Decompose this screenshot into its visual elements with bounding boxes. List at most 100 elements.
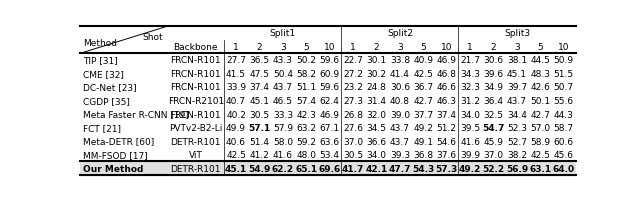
Text: FCT [21]: FCT [21] [83, 123, 121, 132]
Text: 51.4: 51.4 [250, 137, 269, 146]
Text: 33.3: 33.3 [273, 110, 293, 119]
Text: 10: 10 [324, 43, 335, 52]
Text: 41.6: 41.6 [273, 150, 293, 159]
Text: 27.7: 27.7 [226, 56, 246, 65]
Text: 38.1: 38.1 [507, 56, 527, 65]
Text: 50.2: 50.2 [296, 56, 316, 65]
Text: 34.5: 34.5 [367, 123, 387, 132]
Text: 36.8: 36.8 [413, 150, 433, 159]
Text: 31.4: 31.4 [367, 97, 387, 105]
Text: 3: 3 [280, 43, 285, 52]
Text: 45.6: 45.6 [554, 150, 574, 159]
Text: 32.5: 32.5 [484, 110, 504, 119]
Text: 60.9: 60.9 [319, 70, 340, 79]
Text: 34.9: 34.9 [484, 83, 504, 92]
Text: 5: 5 [420, 43, 426, 52]
Text: 39.5: 39.5 [460, 123, 480, 132]
Bar [81, 161, 575, 175]
Text: 42.5: 42.5 [226, 150, 246, 159]
Text: 30.6: 30.6 [390, 83, 410, 92]
Text: 51.1: 51.1 [296, 83, 316, 92]
Text: 48.3: 48.3 [531, 70, 550, 79]
Text: 30.5: 30.5 [343, 150, 363, 159]
Text: 56.9: 56.9 [506, 164, 528, 173]
Text: 10: 10 [558, 43, 570, 52]
Text: 45.1: 45.1 [225, 164, 247, 173]
Text: 43.7: 43.7 [390, 123, 410, 132]
Text: 69.6: 69.6 [319, 164, 341, 173]
Text: 37.0: 37.0 [483, 150, 504, 159]
Text: 54.7: 54.7 [483, 123, 505, 132]
Text: 36.6: 36.6 [367, 137, 387, 146]
Text: DC-Net [23]: DC-Net [23] [83, 83, 136, 92]
Text: 41.7: 41.7 [342, 164, 364, 173]
Text: 21.7: 21.7 [460, 56, 480, 65]
Text: 63.6: 63.6 [319, 137, 340, 146]
Text: 32.3: 32.3 [460, 83, 480, 92]
Text: 63.2: 63.2 [296, 123, 316, 132]
Text: 41.2: 41.2 [250, 150, 269, 159]
Text: 42.1: 42.1 [365, 164, 388, 173]
Text: Shot: Shot [143, 33, 163, 42]
Text: MM-FSOD [17]: MM-FSOD [17] [83, 150, 148, 159]
Text: 41.5: 41.5 [226, 70, 246, 79]
Text: 39.3: 39.3 [390, 150, 410, 159]
Text: 46.3: 46.3 [436, 97, 457, 105]
Text: 54.9: 54.9 [248, 164, 271, 173]
Text: 49.2: 49.2 [413, 123, 433, 132]
Text: 32.0: 32.0 [367, 110, 387, 119]
Text: 57.4: 57.4 [296, 97, 316, 105]
Text: 62.4: 62.4 [320, 97, 340, 105]
Text: 34.3: 34.3 [460, 70, 480, 79]
Text: 45.1: 45.1 [250, 97, 269, 105]
Text: 46.5: 46.5 [273, 97, 293, 105]
Text: FRCN-R101: FRCN-R101 [170, 110, 221, 119]
Text: 40.8: 40.8 [390, 97, 410, 105]
Text: 46.8: 46.8 [436, 70, 457, 79]
Text: 44.5: 44.5 [531, 56, 550, 65]
Text: 60.6: 60.6 [554, 137, 574, 146]
Text: 63.1: 63.1 [529, 164, 552, 173]
Text: 55.6: 55.6 [554, 97, 574, 105]
Text: 31.2: 31.2 [460, 97, 480, 105]
Text: 50.9: 50.9 [554, 56, 574, 65]
Text: 40.9: 40.9 [413, 56, 433, 65]
Text: 54.3: 54.3 [412, 164, 435, 173]
Text: Split1: Split1 [270, 29, 296, 38]
Text: 42.6: 42.6 [531, 83, 550, 92]
Text: Split2: Split2 [387, 29, 413, 38]
Text: Meta-DETR [60]: Meta-DETR [60] [83, 137, 154, 146]
Text: 10: 10 [441, 43, 452, 52]
Text: 34.0: 34.0 [367, 150, 387, 159]
Text: 40.7: 40.7 [226, 97, 246, 105]
Text: 42.7: 42.7 [413, 97, 433, 105]
Text: 27.2: 27.2 [343, 70, 363, 79]
Text: 43.3: 43.3 [273, 56, 293, 65]
Text: 52.2: 52.2 [483, 164, 504, 173]
Text: 59.6: 59.6 [319, 56, 340, 65]
Text: 46.9: 46.9 [320, 110, 340, 119]
Text: 43.7: 43.7 [390, 137, 410, 146]
Text: 59.6: 59.6 [319, 83, 340, 92]
Text: DETR-R101: DETR-R101 [171, 164, 221, 173]
Text: 5: 5 [303, 43, 309, 52]
Text: 5: 5 [538, 43, 543, 52]
Text: 36.4: 36.4 [484, 97, 504, 105]
Text: ViT: ViT [189, 150, 203, 159]
Text: Split3: Split3 [504, 29, 530, 38]
Text: 64.0: 64.0 [553, 164, 575, 173]
Text: 39.9: 39.9 [460, 150, 480, 159]
Text: 42.5: 42.5 [413, 70, 433, 79]
Text: 37.0: 37.0 [343, 137, 363, 146]
Text: 27.3: 27.3 [343, 97, 363, 105]
Text: 2: 2 [374, 43, 380, 52]
Text: FRCN-R2101: FRCN-R2101 [168, 97, 224, 105]
Text: 49.1: 49.1 [413, 137, 433, 146]
Text: 42.3: 42.3 [296, 110, 316, 119]
Text: 49.9: 49.9 [226, 123, 246, 132]
Text: 42.7: 42.7 [531, 110, 550, 119]
Text: 41.6: 41.6 [460, 137, 480, 146]
Text: 26.8: 26.8 [343, 110, 363, 119]
Text: DETR-R101: DETR-R101 [171, 137, 221, 146]
Text: 45.9: 45.9 [484, 137, 504, 146]
